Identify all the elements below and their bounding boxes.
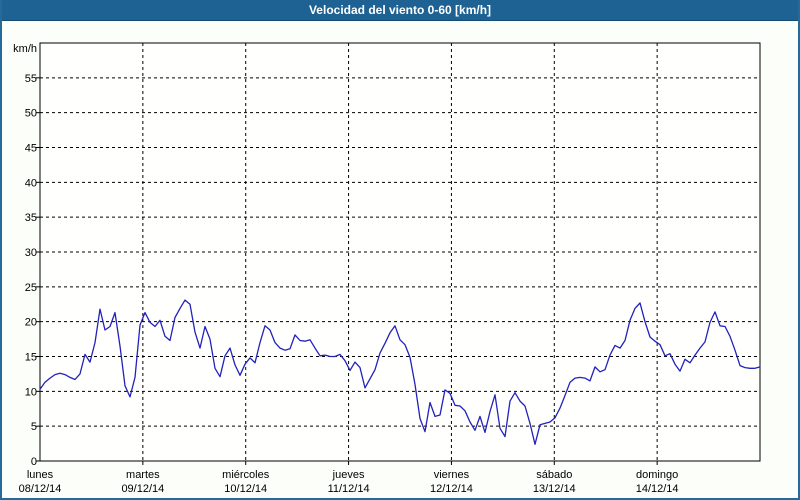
x-axis-date-label: 10/12/14 <box>224 483 267 495</box>
y-axis-label: 35 <box>25 212 37 224</box>
y-axis-label: 10 <box>25 386 37 398</box>
x-axis-day-label: lunes <box>27 469 54 481</box>
x-axis-date-label: 12/12/14 <box>430 483 473 495</box>
y-axis-label: 15 <box>25 352 37 364</box>
y-axis-label: 40 <box>25 177 37 189</box>
x-axis-day-label: viernes <box>434 469 470 481</box>
x-axis-day-label: jueves <box>332 469 365 481</box>
x-axis-date-label: 09/12/14 <box>121 483 164 495</box>
y-axis-unit-label: km/h <box>13 43 37 55</box>
chart-title: Velocidad del viento 0-60 [km/h] <box>308 3 492 17</box>
y-axis-label: 25 <box>25 282 37 294</box>
x-axis-day-label: sábado <box>536 469 572 481</box>
title-bar: Velocidad del viento 0-60 [km/h] <box>2 0 798 21</box>
y-axis-label: 55 <box>25 73 37 85</box>
x-axis-date-label: 13/12/14 <box>533 483 576 495</box>
x-axis-date-label: 11/12/14 <box>328 483 370 495</box>
y-axis-label: 20 <box>25 317 37 329</box>
x-axis-day-label: martes <box>126 469 160 481</box>
x-axis-day-label: domingo <box>636 469 678 481</box>
y-axis-label: 50 <box>25 108 37 120</box>
y-axis-label: 5 <box>31 421 37 433</box>
y-axis-label: 0 <box>31 456 37 468</box>
x-axis-day-label: miércoles <box>222 469 270 481</box>
x-axis-date-label: 08/12/14 <box>19 483 62 495</box>
y-axis-label: 30 <box>25 247 37 259</box>
x-axis-date-label: 14/12/14 <box>636 483 679 495</box>
wind-speed-series-line <box>39 299 761 445</box>
wind-speed-chart: 0 5 10 15 20 25 30 35 40 45 50 55 km/h lunes 08/12/14 m… <box>13 42 761 495</box>
y-axis-label: 45 <box>25 143 37 155</box>
